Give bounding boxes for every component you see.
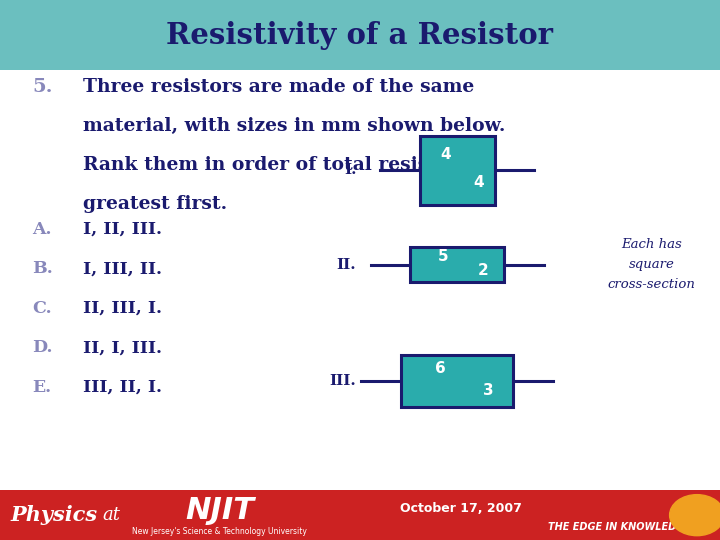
Text: 4: 4 [441, 147, 451, 161]
Text: I.: I. [344, 163, 356, 177]
Text: material, with sizes in mm shown below.: material, with sizes in mm shown below. [83, 117, 505, 135]
Text: THE EDGE IN KNOWLEDGE: THE EDGE IN KNOWLEDGE [548, 522, 690, 531]
Text: 6: 6 [435, 361, 446, 376]
Text: Rank them in order of total resistance,: Rank them in order of total resistance, [83, 156, 492, 174]
Text: I, III, II.: I, III, II. [83, 260, 162, 278]
Text: A.: A. [32, 221, 52, 238]
Text: Three resistors are made of the same: Three resistors are made of the same [83, 78, 474, 96]
Text: October 17, 2007: October 17, 2007 [400, 502, 522, 515]
Bar [0, 490, 720, 540]
Text: D.: D. [32, 339, 53, 356]
Text: 2: 2 [478, 264, 489, 278]
Text: Each has
square
cross-section: Each has square cross-section [608, 238, 696, 291]
Text: B.: B. [32, 260, 53, 278]
Text: Resistivity of a Resistor: Resistivity of a Resistor [166, 21, 554, 50]
Text: 5: 5 [438, 249, 449, 264]
Text: III.: III. [330, 374, 356, 388]
Text: Physics: Physics [10, 505, 98, 525]
Text: NJIT: NJIT [185, 496, 254, 525]
Bar [420, 136, 495, 205]
Bar [401, 355, 513, 407]
Text: 3: 3 [483, 382, 494, 397]
Text: 4: 4 [473, 175, 483, 190]
Text: C.: C. [32, 300, 52, 317]
Text: New Jersey's Science & Technology University: New Jersey's Science & Technology Univer… [132, 528, 307, 536]
Text: I, II, III.: I, II, III. [83, 221, 162, 238]
Bar [0, 0, 720, 70]
Circle shape [670, 495, 720, 536]
Text: II.: II. [337, 258, 356, 272]
Text: III, II, I.: III, II, I. [83, 379, 162, 396]
Bar [410, 247, 504, 282]
Text: E.: E. [32, 379, 52, 396]
Text: II, I, III.: II, I, III. [83, 339, 162, 356]
Text: at: at [102, 506, 121, 524]
Text: greatest first.: greatest first. [83, 195, 227, 213]
Text: 5.: 5. [32, 78, 53, 96]
Text: II, III, I.: II, III, I. [83, 300, 162, 317]
